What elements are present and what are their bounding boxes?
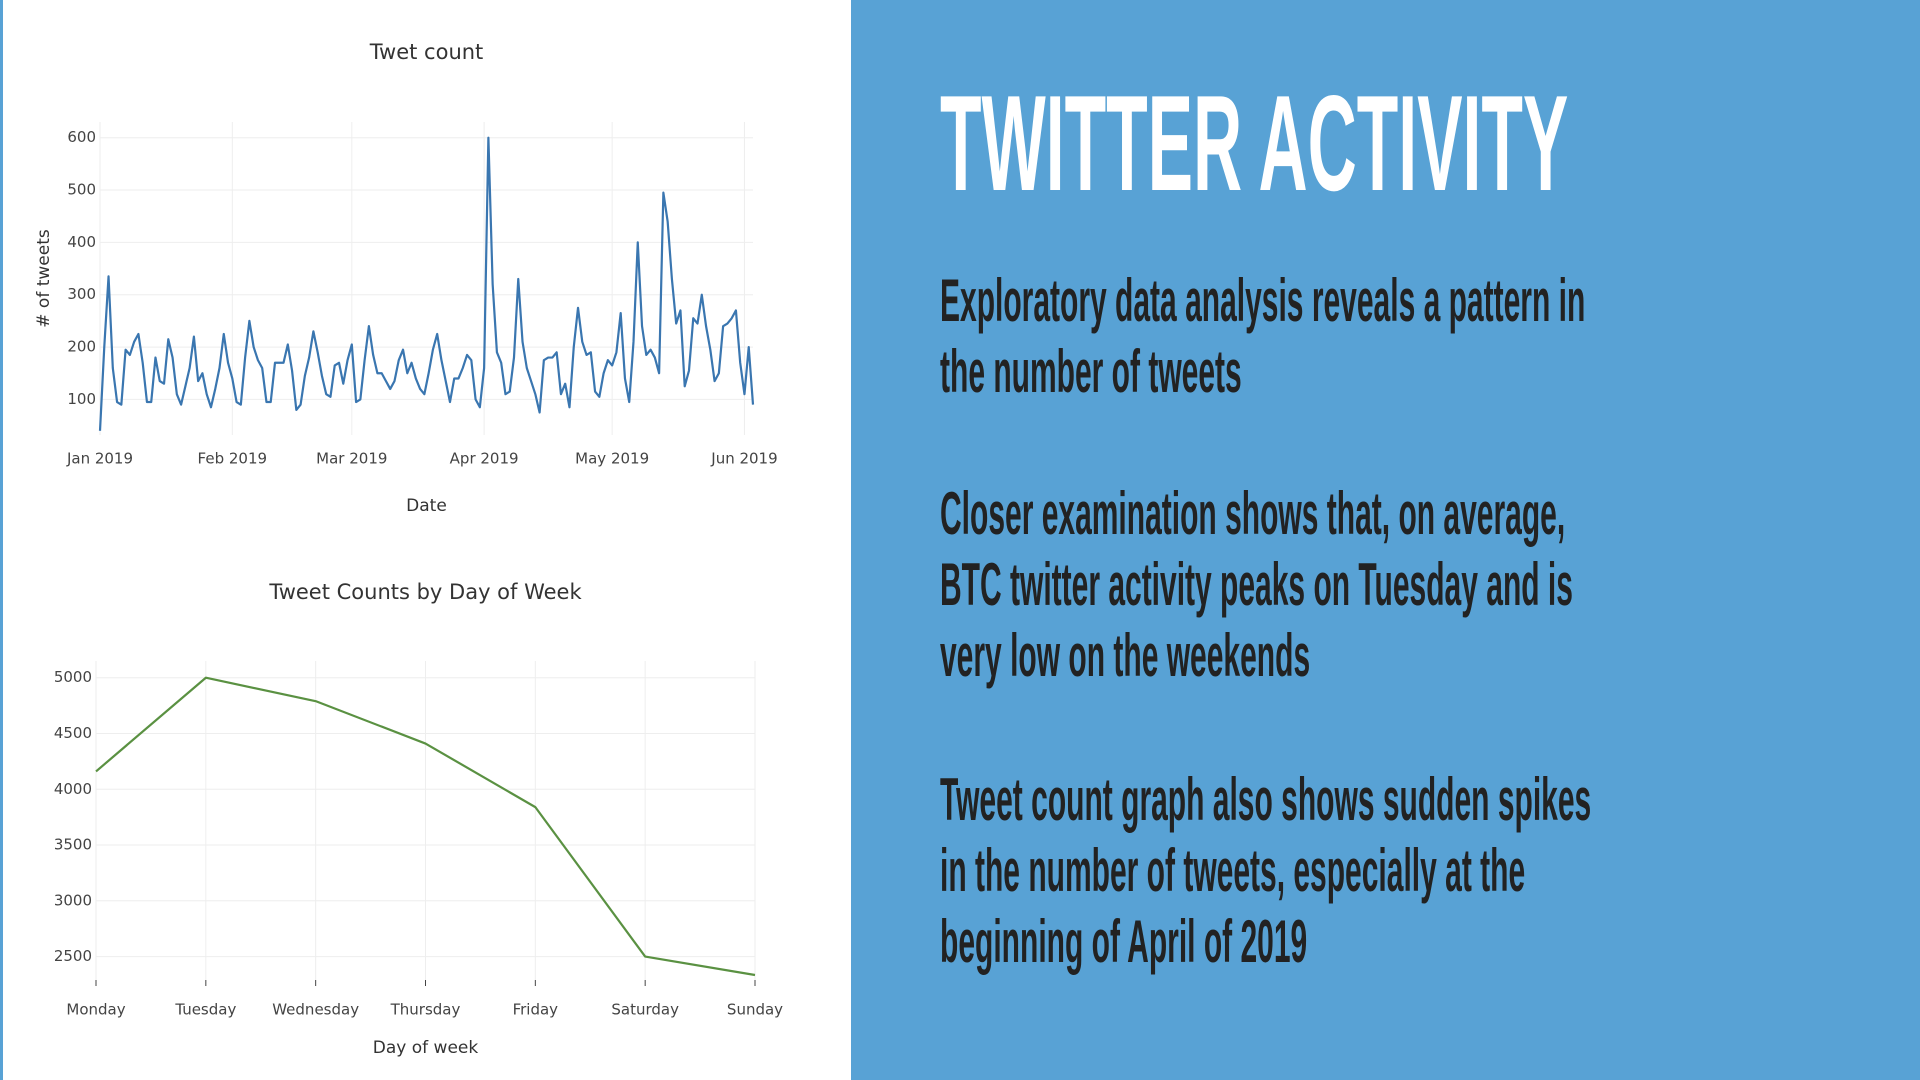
text-panel (851, 0, 1920, 1080)
data-line (95, 676, 756, 977)
x-tick-label: Wednesday (272, 1001, 359, 1019)
x-tick-label: Jan 2019 (66, 450, 133, 468)
x-tick-label: Monday (66, 1001, 125, 1019)
y-axis-title: # of tweets (34, 229, 54, 328)
text-line: Exploratory data analysis reveals a patt… (940, 267, 1586, 334)
y-tick-label: 4500 (54, 724, 92, 742)
text-line: Tweet count graph also shows sudden spik… (940, 766, 1592, 833)
y-tick-label: 300 (67, 285, 96, 303)
x-tick-label: Friday (513, 1001, 559, 1019)
y-tick-label: 2500 (54, 947, 92, 965)
y-tick-label: 600 (67, 128, 96, 146)
x-tick-label: Jun 2019 (710, 450, 777, 468)
text-line: the number of tweets (940, 338, 1242, 405)
x-tick-label: Mar 2019 (316, 450, 387, 468)
paragraph: Tweet count graph also shows sudden spik… (940, 764, 1790, 977)
y-tick-label: 3500 (54, 836, 92, 854)
x-tick-label: May 2019 (575, 450, 649, 468)
x-tick-label: Tuesday (174, 1001, 236, 1019)
y-tick-label: 4000 (54, 780, 92, 798)
x-tick-label: Saturday (611, 1001, 679, 1019)
x-tick-label: Sunday (727, 1001, 783, 1019)
y-tick-label: 3000 (54, 891, 92, 909)
charts: Twet count Date # of tweets 100 200 300 400 500… (34, 40, 783, 1058)
x-tick-label: Thursday (390, 1001, 461, 1019)
chart-title: Twet count (369, 40, 484, 64)
x-axis-title: Day of week (373, 1038, 479, 1058)
data-line (98, 136, 755, 431)
x-tick-label: Apr 2019 (450, 450, 519, 468)
y-tick-label: 400 (67, 233, 96, 251)
y-tick-label: 5000 (54, 668, 92, 686)
slide-title: TWITTER ACTIVITY (940, 67, 1569, 219)
text-line: in the number of tweets, especially at t… (940, 837, 1526, 904)
text-line: BTC twitter activity peaks on Tuesday an… (940, 551, 1573, 618)
x-tick-label: Feb 2019 (198, 450, 268, 468)
paragraph: Closer examination shows that, on averag… (940, 478, 1790, 691)
y-tick-label: 200 (67, 338, 96, 356)
y-tick-label: 500 (67, 181, 96, 199)
text-line: Closer examination shows that, on averag… (940, 480, 1566, 547)
chart-title: Tweet Counts by Day of Week (268, 580, 582, 604)
paragraph: Exploratory data analysis reveals a patt… (940, 265, 1790, 407)
x-axis-title: Date (406, 496, 447, 516)
text-line: beginning of April of 2019 (940, 908, 1308, 975)
text-line: very low on the weekends (940, 622, 1311, 689)
y-tick-label: 100 (67, 390, 96, 408)
